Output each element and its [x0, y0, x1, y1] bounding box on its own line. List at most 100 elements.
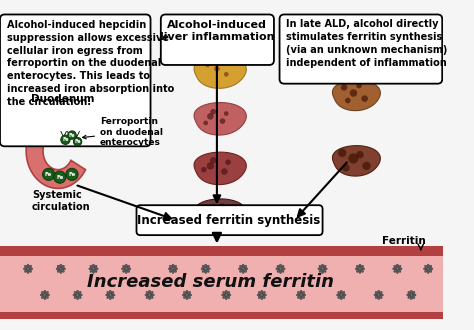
Ellipse shape: [187, 295, 191, 298]
Ellipse shape: [392, 268, 397, 270]
Circle shape: [396, 268, 399, 270]
Ellipse shape: [377, 296, 380, 300]
Ellipse shape: [107, 291, 110, 295]
Ellipse shape: [321, 269, 324, 274]
Ellipse shape: [227, 295, 230, 298]
Circle shape: [201, 167, 207, 173]
Ellipse shape: [301, 294, 306, 296]
Circle shape: [225, 159, 231, 165]
Polygon shape: [26, 114, 85, 188]
Ellipse shape: [281, 268, 285, 270]
Ellipse shape: [110, 295, 114, 298]
Ellipse shape: [261, 290, 263, 294]
Circle shape: [427, 268, 429, 270]
Ellipse shape: [90, 269, 93, 272]
Ellipse shape: [206, 269, 209, 272]
Circle shape: [207, 162, 214, 170]
Text: Fe: Fe: [69, 133, 75, 138]
Ellipse shape: [338, 295, 341, 298]
Ellipse shape: [28, 269, 32, 272]
Ellipse shape: [341, 295, 345, 298]
Ellipse shape: [375, 291, 378, 295]
Ellipse shape: [123, 269, 126, 272]
Ellipse shape: [394, 265, 397, 269]
Text: Alcohol-induced hepcidin
suppression allows excessive
cellular iron egress from
: Alcohol-induced hepcidin suppression all…: [7, 20, 174, 107]
Ellipse shape: [408, 291, 411, 295]
Ellipse shape: [74, 295, 77, 298]
Ellipse shape: [45, 291, 48, 295]
Ellipse shape: [123, 265, 126, 269]
Ellipse shape: [428, 265, 432, 269]
Ellipse shape: [323, 265, 326, 269]
Ellipse shape: [300, 296, 302, 300]
Circle shape: [350, 89, 357, 97]
Polygon shape: [194, 103, 246, 135]
Circle shape: [209, 210, 218, 219]
Ellipse shape: [223, 295, 226, 298]
Circle shape: [242, 268, 244, 270]
Circle shape: [279, 268, 282, 270]
Ellipse shape: [360, 269, 364, 272]
Circle shape: [27, 268, 29, 270]
Ellipse shape: [374, 294, 378, 296]
Circle shape: [172, 268, 174, 270]
Circle shape: [60, 268, 62, 270]
Ellipse shape: [23, 268, 27, 270]
Ellipse shape: [28, 268, 33, 270]
Ellipse shape: [94, 268, 98, 270]
Ellipse shape: [323, 269, 326, 272]
Ellipse shape: [359, 269, 361, 274]
Circle shape: [359, 268, 361, 270]
Ellipse shape: [44, 290, 46, 294]
Ellipse shape: [398, 269, 401, 272]
Ellipse shape: [78, 291, 81, 295]
Ellipse shape: [394, 269, 397, 272]
Ellipse shape: [186, 290, 188, 294]
Ellipse shape: [170, 269, 173, 272]
FancyBboxPatch shape: [161, 15, 274, 65]
Ellipse shape: [410, 296, 412, 300]
Ellipse shape: [41, 291, 45, 295]
Circle shape: [205, 63, 210, 67]
Circle shape: [377, 294, 380, 296]
Circle shape: [76, 294, 79, 296]
Ellipse shape: [106, 294, 110, 296]
Bar: [0, 246, 443, 256]
Ellipse shape: [25, 269, 28, 272]
Ellipse shape: [262, 291, 265, 295]
Ellipse shape: [201, 268, 205, 270]
Ellipse shape: [262, 294, 266, 296]
Ellipse shape: [298, 295, 301, 298]
Ellipse shape: [424, 268, 428, 270]
Ellipse shape: [398, 268, 402, 270]
Ellipse shape: [73, 294, 77, 296]
Ellipse shape: [359, 264, 361, 268]
Ellipse shape: [148, 290, 151, 294]
Ellipse shape: [341, 291, 345, 295]
Ellipse shape: [146, 291, 149, 295]
Ellipse shape: [375, 295, 378, 298]
Ellipse shape: [238, 268, 243, 270]
Ellipse shape: [257, 294, 261, 296]
Ellipse shape: [356, 265, 360, 269]
Ellipse shape: [46, 294, 50, 296]
Circle shape: [214, 66, 220, 72]
Ellipse shape: [379, 295, 382, 298]
Ellipse shape: [150, 291, 153, 295]
Ellipse shape: [411, 295, 415, 298]
Ellipse shape: [427, 264, 429, 268]
Ellipse shape: [172, 269, 174, 274]
Circle shape: [341, 84, 347, 91]
Circle shape: [92, 268, 95, 270]
Ellipse shape: [202, 269, 206, 272]
Circle shape: [221, 168, 228, 175]
Ellipse shape: [150, 294, 154, 296]
Ellipse shape: [225, 296, 228, 300]
Ellipse shape: [173, 268, 178, 270]
Ellipse shape: [127, 269, 130, 272]
Ellipse shape: [41, 295, 45, 298]
Circle shape: [200, 205, 208, 213]
Ellipse shape: [56, 268, 60, 270]
Ellipse shape: [61, 269, 64, 272]
Ellipse shape: [74, 291, 77, 295]
